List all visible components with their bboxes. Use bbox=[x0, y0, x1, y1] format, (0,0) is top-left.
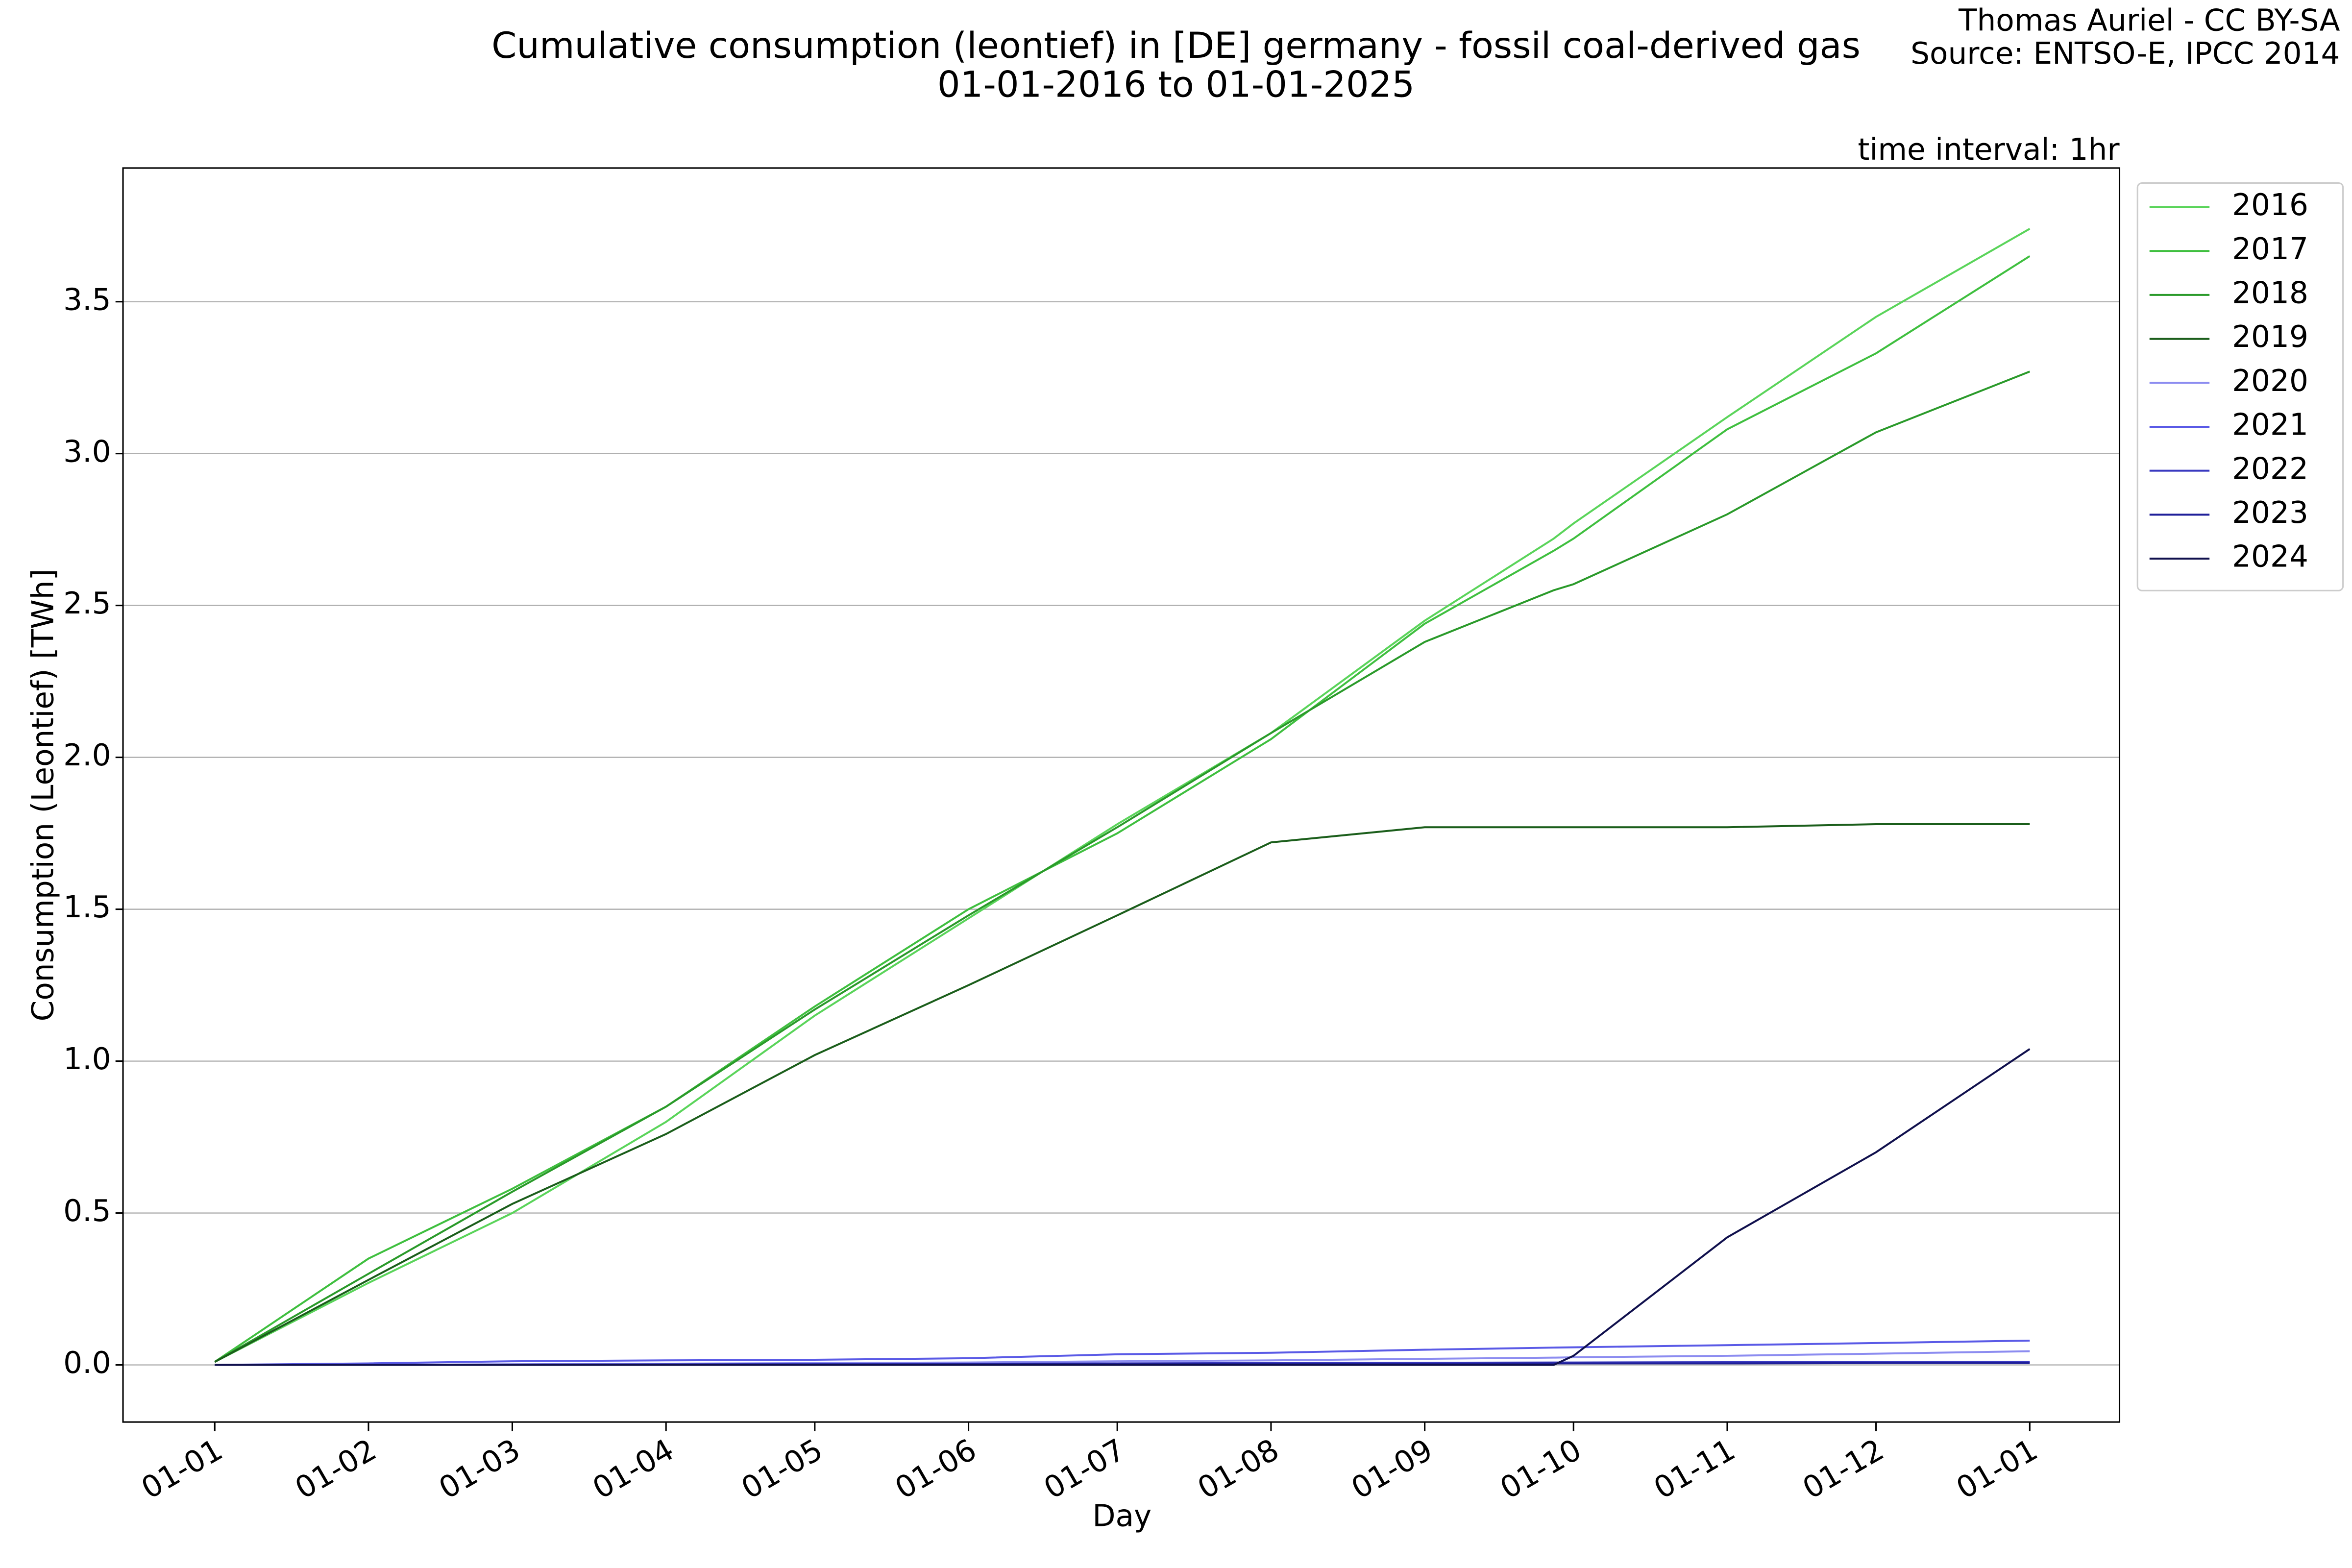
y-tick-label: 1.0 bbox=[63, 1042, 111, 1077]
y-tick-label: 2.0 bbox=[63, 738, 111, 773]
legend-label: 2017 bbox=[2232, 232, 2308, 267]
plot-frame bbox=[122, 167, 2121, 1423]
legend-label: 2016 bbox=[2232, 188, 2308, 222]
legend-label: 2020 bbox=[2232, 364, 2308, 398]
legend-box bbox=[2136, 182, 2344, 591]
y-tick-label: 0.0 bbox=[63, 1346, 111, 1380]
legend-label: 2024 bbox=[2232, 539, 2308, 574]
chart-subtitle: 01-01-2016 to 01-01-2025 bbox=[937, 64, 1415, 106]
credit: Thomas Auriel - CC BY-SA bbox=[1958, 3, 2340, 38]
y-tick-label: 2.5 bbox=[63, 586, 111, 621]
legend-label: 2018 bbox=[2232, 275, 2308, 310]
legend-label: 2023 bbox=[2232, 495, 2308, 530]
chart-title: Cumulative consumption (leontief) in [DE… bbox=[491, 25, 1861, 67]
series-line bbox=[215, 1048, 2031, 1366]
legend-label: 2019 bbox=[2232, 319, 2308, 354]
y-tick-label: 3.5 bbox=[63, 282, 111, 317]
series-line bbox=[214, 228, 2031, 1363]
y-tick-label: 1.5 bbox=[63, 890, 111, 925]
y-tick-label: 0.5 bbox=[63, 1194, 111, 1228]
y-tick-label: 3.0 bbox=[63, 434, 111, 469]
x-axis-label: Day bbox=[1092, 1499, 1152, 1534]
legend-label: 2022 bbox=[2232, 451, 2308, 486]
series-line bbox=[214, 255, 2031, 1363]
y-axis-label: Consumption (Leontief) [TWh] bbox=[25, 569, 60, 1022]
source: Source: ENTSO-E, IPCC 2014 bbox=[1911, 36, 2340, 71]
annotation: time interval: 1hr bbox=[1858, 132, 2120, 167]
legend-label: 2021 bbox=[2232, 408, 2308, 442]
series-line bbox=[215, 1339, 2030, 1366]
series-line bbox=[214, 823, 2030, 1363]
series-line bbox=[214, 370, 2031, 1363]
